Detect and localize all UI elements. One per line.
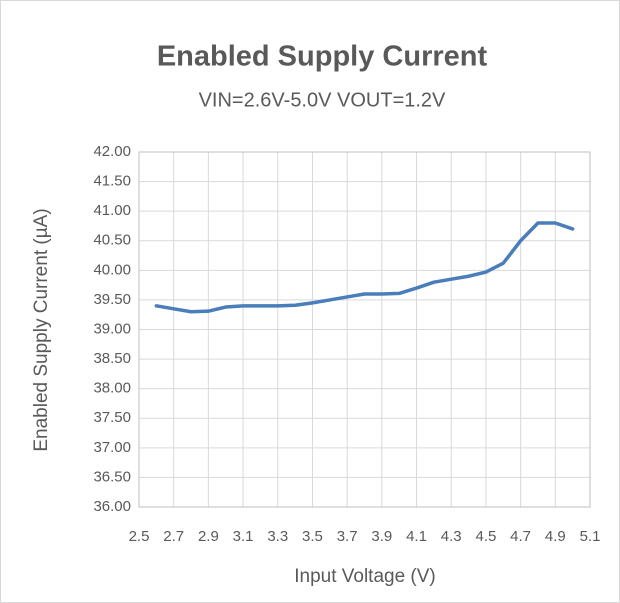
x-tick-label: 4.5 — [475, 528, 496, 545]
chart-title: Enabled Supply Current — [157, 41, 488, 73]
x-tick-label: 3.9 — [371, 528, 392, 545]
y-tick-label: 38.50 — [93, 350, 131, 367]
x-tick-label: 4.9 — [545, 528, 566, 545]
y-tick-label: 41.00 — [93, 202, 131, 219]
x-tick-label: 5.1 — [580, 528, 601, 545]
x-tick-label: 2.7 — [163, 528, 184, 545]
y-tick-label: 40.00 — [93, 261, 131, 278]
x-tick-label: 2.5 — [129, 528, 150, 545]
x-tick-label: 2.9 — [198, 528, 219, 545]
y-tick-label: 37.00 — [93, 439, 131, 456]
y-tick-label: 37.50 — [93, 409, 131, 426]
y-tick-label: 38.00 — [93, 380, 131, 397]
y-axis-label: Enabled Supply Current (µA) — [31, 208, 52, 451]
x-tick-label: 4.7 — [510, 528, 531, 545]
x-tick-label: 3.3 — [267, 528, 288, 545]
x-tick-label: 3.1 — [233, 528, 254, 545]
x-tick-label: 4.1 — [406, 528, 427, 545]
x-tick-label: 3.5 — [302, 528, 323, 545]
plot-border — [138, 151, 591, 508]
y-tick-label: 36.50 — [93, 468, 131, 485]
y-tick-label: 42.00 — [93, 143, 131, 160]
y-tick-label: 40.50 — [93, 232, 131, 249]
y-tick-label: 36.00 — [93, 498, 131, 515]
y-tick-label: 39.50 — [93, 291, 131, 308]
y-tick-label: 39.00 — [93, 320, 131, 337]
x-tick-label: 3.7 — [337, 528, 358, 545]
x-axis-label: Input Voltage (V) — [294, 566, 436, 587]
y-tick-label: 41.50 — [93, 173, 131, 190]
x-tick-label: 4.3 — [441, 528, 462, 545]
chart-subtitle: VIN=2.6V-5.0V VOUT=1.2V — [199, 89, 446, 111]
data-line — [154, 221, 575, 314]
